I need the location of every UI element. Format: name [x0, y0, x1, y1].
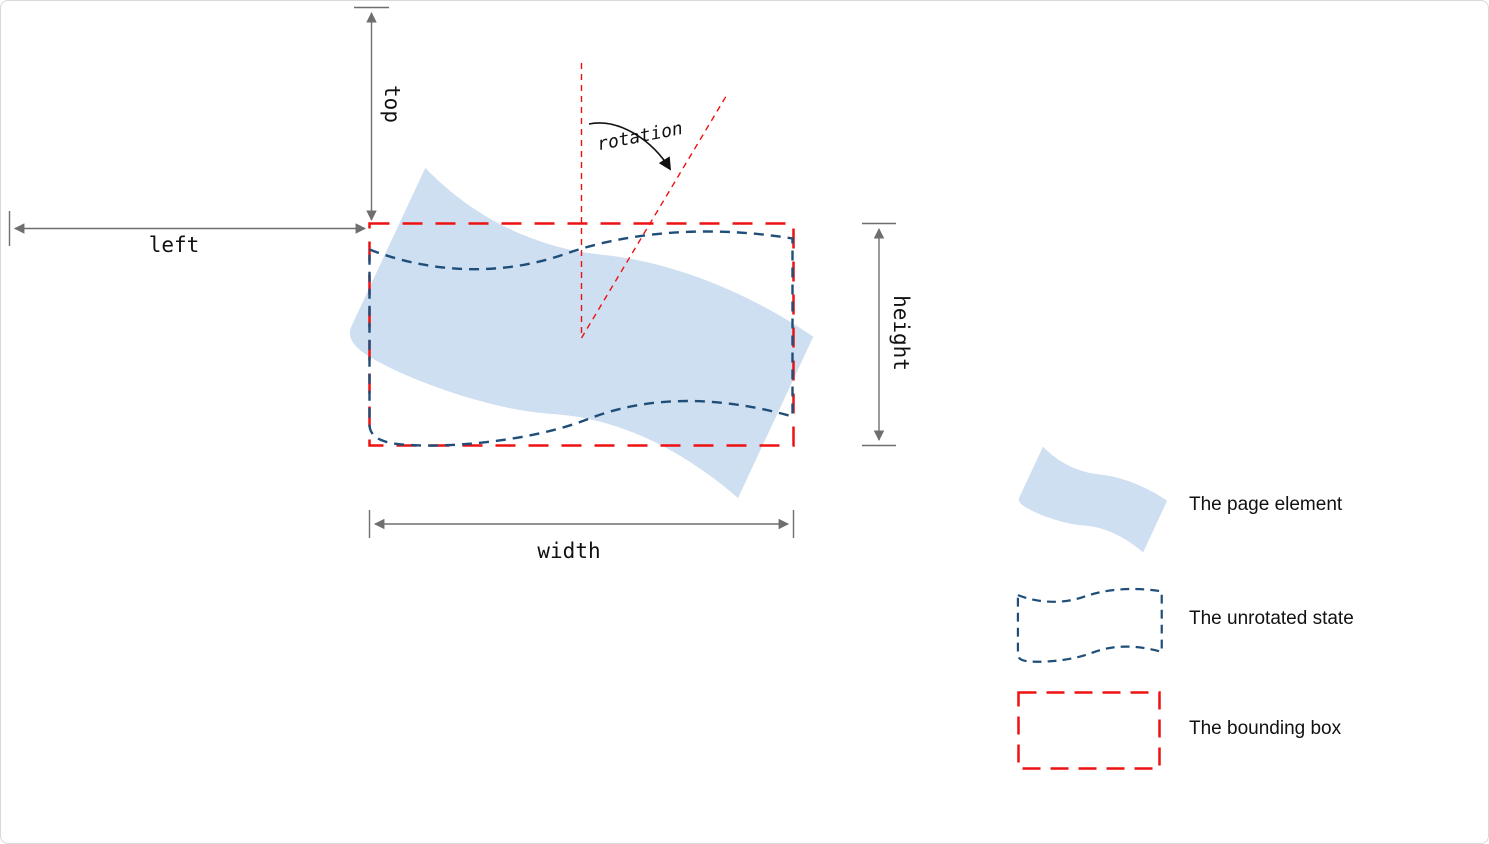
bounding-box-swatch	[1017, 691, 1161, 770]
legend-label-page-element: The page element	[1189, 494, 1343, 515]
dimension-width: width	[368, 510, 795, 563]
unrotated-state-swatch	[1016, 587, 1163, 663]
legend: The page element The unrotated state The…	[1016, 441, 1354, 770]
legend-label-unrotated-state: The unrotated state	[1189, 608, 1354, 629]
height-label: height	[889, 295, 913, 371]
top-label: top	[380, 85, 404, 123]
width-label: width	[537, 539, 600, 563]
rotation-arc-arrow	[588, 122, 672, 171]
legend-item-unrotated-state: The unrotated state	[1016, 587, 1354, 663]
bounding-box-rect	[368, 222, 795, 447]
legend-item-page-element: The page element	[1016, 441, 1343, 561]
left-label: left	[149, 233, 200, 257]
page-element-swatch	[1016, 441, 1169, 561]
legend-item-bounding-box: The bounding box	[1017, 691, 1342, 770]
dimension-left: left	[8, 211, 367, 257]
legend-label-bounding-box: The bounding box	[1189, 718, 1342, 739]
rotation-axis-rotated-line	[580, 92, 729, 339]
dimension-height: height	[862, 222, 913, 447]
page-element-shape	[342, 151, 817, 525]
dimension-top: top	[354, 6, 404, 222]
